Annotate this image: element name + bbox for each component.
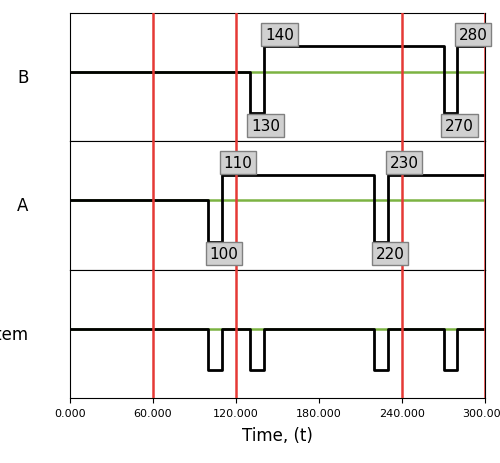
Text: A: A [17,197,28,215]
Text: 140: 140 [265,28,294,43]
Text: 100: 100 [210,247,238,262]
Text: 280: 280 [458,28,488,43]
Text: System: System [0,325,28,343]
Text: B: B [17,69,28,87]
Text: 270: 270 [445,119,474,133]
Text: 130: 130 [251,119,280,133]
Text: 220: 220 [376,247,404,262]
Text: 230: 230 [390,156,418,171]
X-axis label: Time, (t): Time, (t) [242,426,313,444]
Text: 110: 110 [224,156,252,171]
